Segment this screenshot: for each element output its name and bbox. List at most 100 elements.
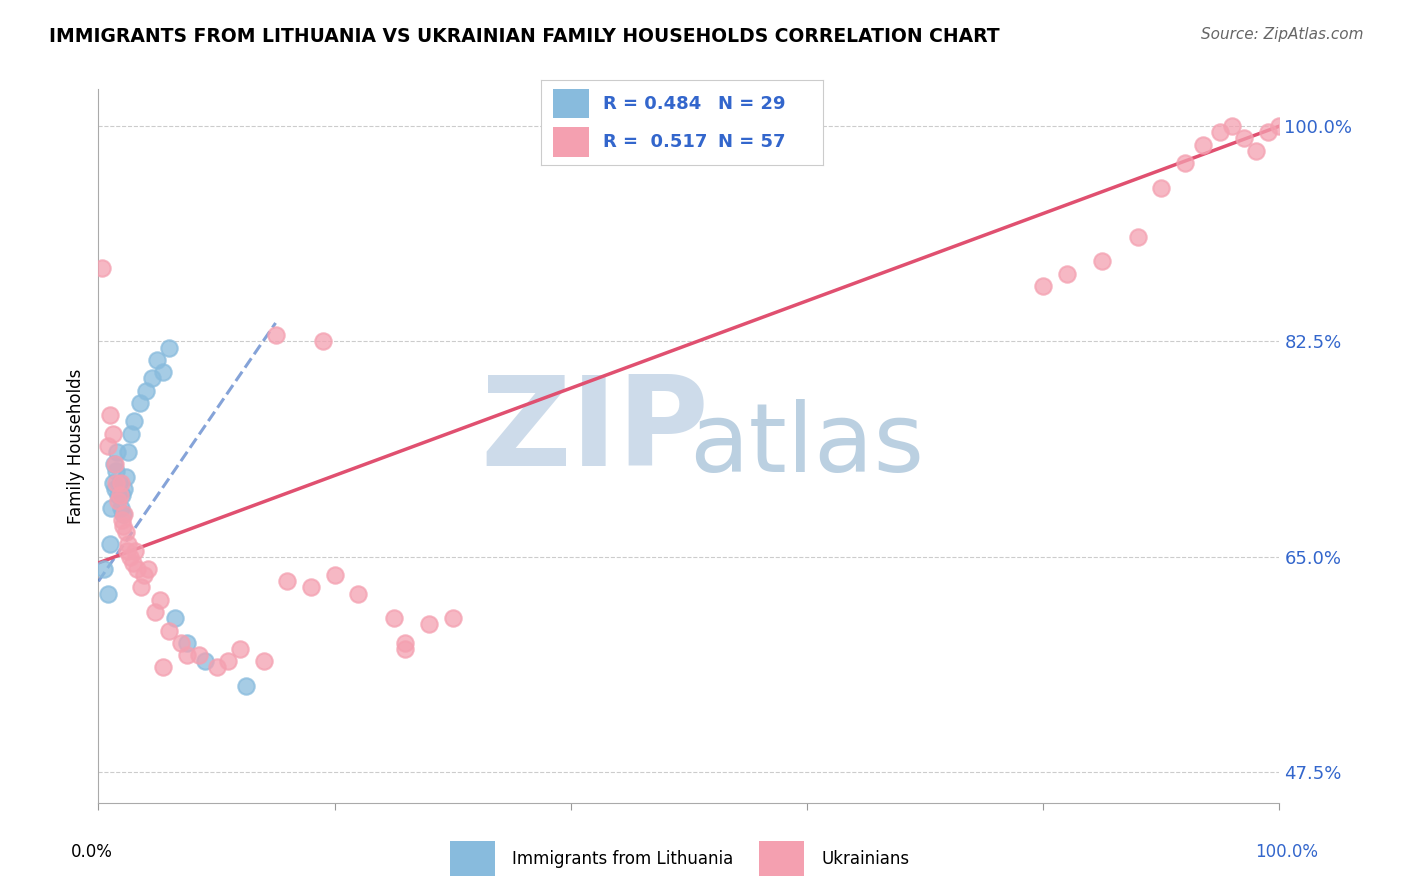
- Point: [394, 636, 416, 650]
- Point: [93, 562, 115, 576]
- Point: [312, 334, 335, 349]
- Point: [112, 519, 135, 533]
- Point: [205, 660, 228, 674]
- Point: [114, 525, 136, 540]
- Point: [112, 507, 135, 521]
- Point: [112, 482, 135, 496]
- Point: [108, 488, 131, 502]
- Point: [1056, 267, 1078, 281]
- Point: [115, 543, 138, 558]
- Point: [97, 439, 120, 453]
- Point: [1126, 230, 1149, 244]
- Point: [323, 568, 346, 582]
- Point: [176, 636, 198, 650]
- Point: [121, 556, 143, 570]
- Point: [1244, 144, 1267, 158]
- Point: [122, 414, 145, 428]
- Point: [152, 365, 174, 379]
- Point: [120, 549, 142, 564]
- Point: [117, 537, 139, 551]
- Point: [91, 260, 114, 275]
- Point: [157, 341, 180, 355]
- Point: [98, 537, 121, 551]
- Point: [105, 445, 128, 459]
- Point: [194, 654, 217, 668]
- Text: IMMIGRANTS FROM LITHUANIA VS UKRAINIAN FAMILY HOUSEHOLDS CORRELATION CHART: IMMIGRANTS FROM LITHUANIA VS UKRAINIAN F…: [49, 27, 1000, 45]
- Text: Ukrainians: Ukrainians: [821, 849, 910, 868]
- Point: [253, 654, 276, 668]
- Point: [1174, 156, 1197, 170]
- Point: [152, 660, 174, 674]
- Point: [111, 488, 134, 502]
- Point: [100, 500, 122, 515]
- Point: [107, 488, 129, 502]
- Point: [1233, 131, 1256, 145]
- Point: [441, 611, 464, 625]
- Point: [170, 636, 193, 650]
- Point: [114, 469, 136, 483]
- Point: [418, 617, 440, 632]
- Text: atlas: atlas: [689, 400, 925, 492]
- Point: [1032, 279, 1054, 293]
- Point: [112, 507, 135, 521]
- Point: [176, 648, 198, 662]
- Point: [165, 611, 187, 625]
- Point: [124, 543, 146, 558]
- Point: [117, 445, 139, 459]
- Text: R =  0.517: R = 0.517: [603, 133, 707, 151]
- Point: [235, 679, 257, 693]
- Point: [187, 648, 209, 662]
- Point: [347, 587, 370, 601]
- Point: [1091, 254, 1114, 268]
- Point: [101, 426, 124, 441]
- Point: [264, 328, 287, 343]
- Point: [1209, 125, 1232, 139]
- Point: [141, 371, 163, 385]
- Point: [111, 513, 134, 527]
- Point: [146, 352, 169, 367]
- Point: [103, 458, 125, 472]
- Point: [128, 396, 150, 410]
- Point: [143, 605, 166, 619]
- Text: Source: ZipAtlas.com: Source: ZipAtlas.com: [1201, 27, 1364, 42]
- Point: [105, 464, 128, 478]
- Y-axis label: Family Households: Family Households: [66, 368, 84, 524]
- Point: [149, 592, 172, 607]
- Point: [110, 500, 132, 515]
- Point: [101, 475, 124, 490]
- Point: [1268, 119, 1291, 133]
- Text: R = 0.484: R = 0.484: [603, 95, 702, 112]
- Point: [129, 581, 152, 595]
- Point: [135, 384, 157, 398]
- Text: Immigrants from Lithuania: Immigrants from Lithuania: [512, 849, 733, 868]
- Text: ZIP: ZIP: [479, 371, 709, 492]
- Point: [104, 458, 127, 472]
- Point: [1191, 137, 1213, 152]
- Point: [394, 642, 416, 657]
- Point: [1257, 125, 1279, 139]
- Bar: [450, 841, 495, 876]
- Bar: [759, 841, 804, 876]
- Point: [98, 409, 121, 423]
- Text: 0.0%: 0.0%: [70, 843, 112, 861]
- Point: [217, 654, 239, 668]
- Text: 100.0%: 100.0%: [1256, 843, 1317, 861]
- Point: [136, 562, 159, 576]
- Text: N = 29: N = 29: [718, 95, 786, 112]
- Point: [134, 568, 156, 582]
- Point: [108, 475, 131, 490]
- Point: [276, 574, 298, 589]
- Point: [110, 475, 132, 490]
- Point: [104, 482, 127, 496]
- Point: [105, 475, 128, 490]
- Point: [229, 642, 252, 657]
- Point: [382, 611, 405, 625]
- Point: [157, 624, 180, 638]
- Point: [1220, 119, 1243, 133]
- Bar: [553, 89, 589, 119]
- Text: N = 57: N = 57: [718, 133, 786, 151]
- Bar: [553, 127, 589, 157]
- Point: [1150, 180, 1173, 194]
- Point: [127, 562, 149, 576]
- Point: [107, 494, 129, 508]
